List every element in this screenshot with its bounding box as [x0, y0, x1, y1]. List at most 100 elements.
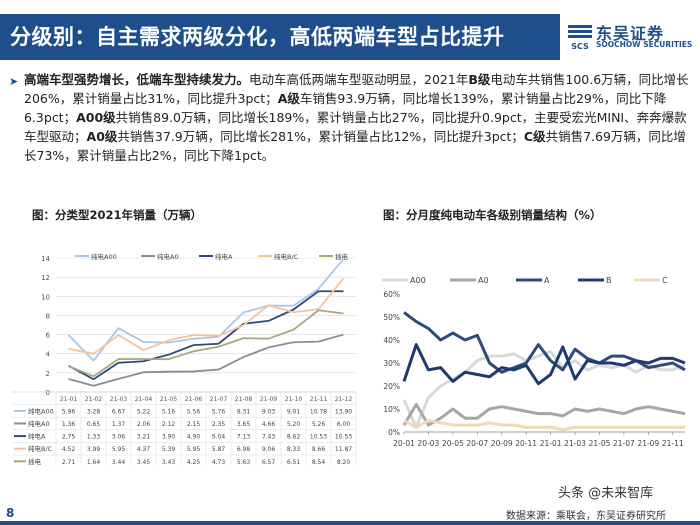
table-cell: 3.06 [112, 434, 126, 441]
table-cell: 1.64 [87, 459, 101, 466]
series-line-A0 [402, 402, 686, 427]
series-line-插电 [68, 309, 344, 378]
y-tick-label: 10% [383, 405, 400, 414]
page-title: 分级别：自主需求两级分化，高低两端车型占比提升 [10, 25, 505, 49]
right-chart: 0%10%20%30%40%50%60%A00 A0 A B C20-01 20-03 20… [382, 276, 686, 448]
table-cell: 8.33 [287, 446, 301, 453]
table-cell: 10.53 [335, 434, 352, 441]
table-cell: 2.06 [137, 421, 151, 428]
y-tick-label: 10 [41, 293, 50, 301]
x-tick-label: 21-03 [564, 439, 586, 448]
table-cell: 8.62 [287, 434, 301, 441]
x-tick-label: 21-12 [335, 396, 353, 403]
y-tick-label: 60% [383, 290, 400, 299]
table-cell: 3.65 [237, 421, 251, 428]
table-cell: 2.35 [212, 421, 226, 428]
bullet-s5: 共销售37.9万辆，同比增长281%，累计销量占比12%，同比提升3pct； [117, 129, 524, 144]
table-cell: 8.31 [237, 408, 251, 415]
x-tick-label: 20-05 [442, 439, 464, 448]
legend-label: 纯电A00 [91, 252, 117, 261]
logo-cn-name: 东吴证券 [596, 24, 665, 43]
legend-label: C [662, 276, 668, 285]
bullet-s1: 电动车高低两端车型驱动明显，2021年 [249, 72, 469, 87]
legend-label: 纯电A0 [157, 252, 179, 261]
table-cell: 5.96 [62, 408, 76, 415]
table-cell: 1.33 [87, 434, 101, 441]
table-cell: 4.90 [187, 434, 201, 441]
y-tick-label: 6 [46, 332, 51, 340]
x-tick-label: 21-07 [210, 396, 228, 403]
bullet-k5: C级 [523, 129, 546, 144]
table-cell: 4.25 [187, 459, 201, 466]
table-cell: 7.43 [262, 434, 276, 441]
table-cell: 7.13 [237, 434, 251, 441]
y-tick-label: 8 [46, 312, 50, 320]
table-row-label: 纯电A00 [28, 406, 54, 415]
table-cell: 2.75 [62, 434, 76, 441]
y-tick-label: 50% [383, 313, 400, 322]
y-tick-label: 4 [46, 351, 51, 359]
table-cell: 6.00 [337, 421, 351, 428]
bullet-paragraph: 高端车型强势增长，低端车型持续发力。电动车高低两端车型驱动明显，2021年B级电… [24, 70, 692, 165]
table-cell: 5.87 [212, 446, 226, 453]
bullet-s4: 共销售89.0万辆，同比增长189%，累计销量占比27%，同比提升0.9pct，… [24, 110, 687, 144]
legend-label: 插电 [335, 252, 349, 261]
page-number: 8 [6, 506, 15, 520]
table-cell: 9.03 [262, 408, 276, 415]
x-tick-label: 20-03 [418, 439, 440, 448]
left-chart-title: 图：分类型2021年销量（万辆） [32, 208, 203, 222]
table-cell: 3.21 [137, 434, 151, 441]
table-cell: 5.16 [162, 408, 176, 415]
table-cell: 5.22 [137, 408, 151, 415]
company-logo: SCS 东吴证券 SOOCHOW SECURITIES [566, 20, 698, 56]
bullet-lead: 高端车型强势增长，低端车型持续发力。 [24, 72, 250, 87]
table-cell: 6.57 [262, 459, 276, 466]
table-cell: 4.73 [212, 459, 226, 466]
x-tick-label: 21-06 [185, 396, 203, 403]
table-cell: 0.65 [87, 421, 101, 428]
bullet-s6: 共销售7.69万辆，同比增长73%，累计销量占比2%，同比下降1pct。 [24, 129, 686, 163]
data-source: 数据来源：乘联会，东吴证券研究所 [506, 511, 666, 522]
logo-en-name: SOOCHOW SECURITIES [596, 40, 693, 49]
table-cell: 8.66 [312, 446, 326, 453]
table-cell: 1.37 [112, 421, 126, 428]
table-cell: 2.12 [162, 421, 176, 428]
bullet-k2: A级 [277, 91, 300, 106]
table-cell: 3.43 [162, 459, 176, 466]
x-tick-label: 21-09 [637, 439, 659, 448]
table-cell: 5.56 [187, 408, 201, 415]
series-line-纯电A0 [68, 333, 344, 387]
x-tick-label: 21-01 [540, 439, 562, 448]
table-row-label: 纯电B/C [28, 444, 53, 453]
x-tick-label: 21-04 [135, 396, 153, 403]
table-row-label: 纯电A [28, 432, 46, 441]
bullet-arrow-icon: ➤ [9, 75, 19, 88]
footer-bar [0, 521, 700, 525]
y-tick-label: 30% [383, 359, 400, 368]
x-tick-label: 20-11 [515, 439, 537, 448]
legend-label: A [544, 276, 550, 285]
y-tick-label: 12 [41, 274, 50, 282]
logo-mark-text: SCS [571, 42, 589, 51]
table-cell: 4.52 [62, 446, 76, 453]
x-tick-label: 21-09 [260, 396, 278, 403]
left-chart: 0 2 4 6 8 10 12 14 纯电A00 纯电A0 纯电A 纯电B/C 插电 21-01 21-02… [12, 252, 357, 466]
table-cell: 5.26 [312, 421, 326, 428]
x-tick-label: 21-10 [285, 396, 303, 403]
table-cell: 9.01 [287, 408, 301, 415]
table-cell: 3.44 [112, 459, 126, 466]
x-tick-label: 21-07 [613, 439, 635, 448]
x-tick-label: 21-05 [589, 439, 611, 448]
y-tick-label: 20% [383, 382, 400, 391]
series-line-C [403, 419, 685, 432]
table-row-label: 插电 [28, 457, 42, 466]
series-line-纯电B/C [68, 277, 345, 355]
bullet-s3: 车销售93.9万辆，同比增长139%，累计销量占比29%，同比下降6.3pct； [24, 91, 667, 125]
table-cell: 5.20 [287, 421, 301, 428]
x-tick-label: 20-07 [466, 439, 488, 448]
table-cell: 10.53 [310, 434, 327, 441]
scs-logo-icon: SCS [568, 25, 592, 51]
series-line-纯电A [68, 290, 344, 381]
legend-label: 纯电A [215, 252, 233, 261]
table-cell: 10.78 [310, 408, 327, 415]
